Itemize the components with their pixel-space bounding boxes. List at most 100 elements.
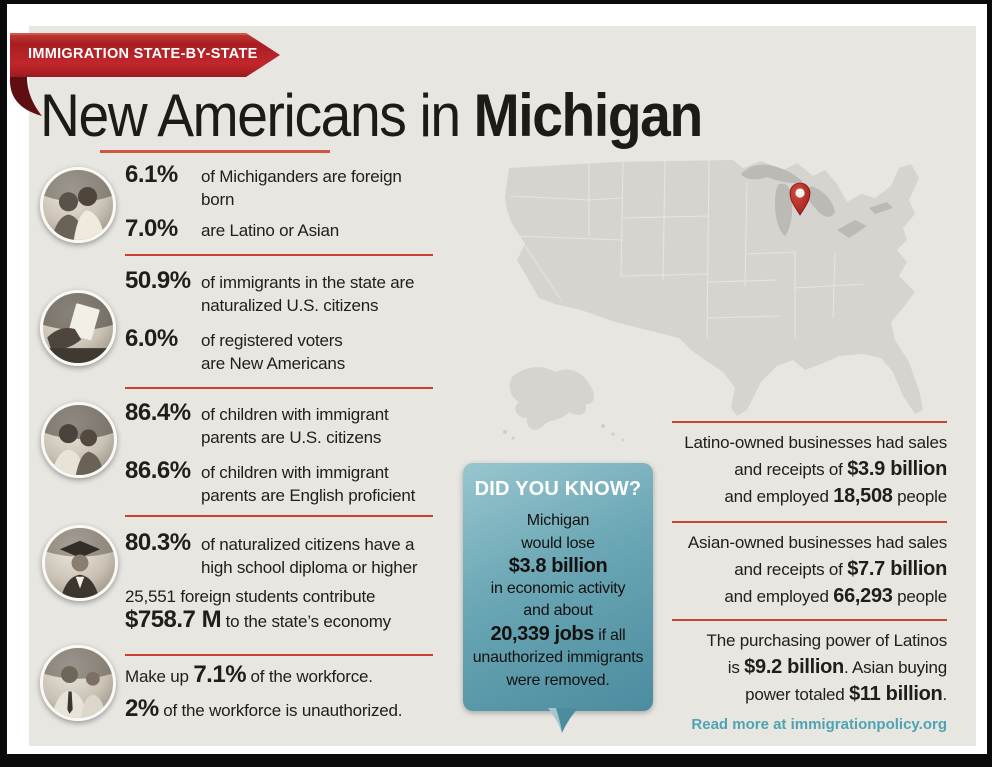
stat-value: 50.9%	[125, 267, 191, 294]
biz-text: and employed	[724, 587, 834, 606]
us-mainland	[505, 160, 923, 416]
stat-text: to the state’s economy	[221, 612, 392, 631]
divider	[125, 387, 433, 389]
dyk-highlight: $3.8 billion	[508, 555, 608, 577]
stat-diploma: 80.3% of naturalized citizens have a hig…	[125, 530, 417, 579]
stat-text-line: born	[201, 190, 235, 209]
stat-value: $758.7 M	[125, 606, 222, 633]
biz-text-line: and receipts of $7.7 billion	[650, 556, 947, 583]
divider	[672, 619, 947, 621]
biz-text-line: and employed 18,508 people	[650, 483, 947, 510]
biz-value: $9.2 billion	[744, 656, 844, 678]
biz-text: . Asian buying	[843, 658, 947, 677]
biz-text-line: power totaled $11 billion.	[650, 681, 947, 708]
asian-business-stat: Asian-owned businesses had sales and rec…	[650, 530, 947, 610]
divider	[125, 254, 433, 256]
stat-foreign-students: 25,551 foreign students contribute	[125, 587, 376, 606]
stat-value: 6.1%	[125, 161, 178, 188]
biz-text-line: Latino-owned businesses had sales	[684, 433, 947, 452]
ribbon-fold	[9, 77, 42, 116]
divider	[125, 654, 433, 656]
stat-latino-asian: 7.0% are Latino or Asian	[125, 216, 339, 242]
dyk-line: would lose	[521, 534, 595, 552]
stat-value: 7.1%	[193, 661, 247, 688]
biz-text-line: and employed 66,293 people	[650, 583, 947, 610]
stat-naturalized: 50.9% of immigrants in the state are nat…	[125, 268, 414, 317]
did-you-know-callout: DID YOU KNOW? Michigan would lose $3.8 b…	[463, 463, 653, 711]
stat-children-english: 86.6% of children with immigrant parents…	[125, 458, 415, 507]
ballot-photo	[40, 290, 116, 366]
biz-text-line: and receipts of $3.9 billion	[650, 456, 947, 483]
biz-text: people	[892, 487, 947, 506]
biz-text: is	[727, 658, 745, 677]
biz-value: 18,508	[833, 485, 893, 507]
biz-value: $11 billion	[849, 683, 943, 705]
stat-text-line: of immigrants in the state are	[201, 273, 415, 292]
biz-value: $7.7 billion	[847, 558, 947, 580]
us-map	[503, 159, 923, 442]
stat-text: of the workforce.	[246, 667, 373, 686]
stat-text-line: parents are English proficient	[201, 486, 416, 505]
biz-text: and employed	[724, 487, 834, 506]
couple-photo	[40, 167, 116, 243]
biz-text: and receipts of	[734, 560, 848, 579]
stat-value: 86.4%	[125, 399, 191, 426]
ribbon-band	[10, 33, 280, 77]
stat-text-line: are New Americans	[201, 354, 345, 373]
divider	[125, 515, 433, 517]
latino-business-stat: Latino-owned businesses had sales and re…	[650, 430, 947, 510]
dyk-line: in economic activity	[490, 579, 626, 597]
stat-economy: $758.7 M to the state’s economy	[125, 606, 391, 636]
dyk-line: unauthorized immigrants	[472, 649, 644, 666]
page-background	[7, 4, 987, 754]
stat-value: 6.0%	[125, 325, 178, 352]
biz-text-line: is $9.2 billion. Asian buying	[650, 654, 947, 681]
biz-text-line: The purchasing power of Latinos	[706, 631, 948, 650]
dyk-text: if all	[593, 626, 626, 644]
dyk-line: and about	[523, 602, 593, 619]
stat-text-line: of registered voters	[201, 331, 343, 350]
callout-tail	[548, 708, 578, 733]
stat-value: 86.6%	[125, 457, 191, 484]
biz-value: $3.9 billion	[847, 458, 947, 480]
stat-text: of the workforce is unauthorized.	[158, 701, 403, 720]
read-more-link[interactable]: Read more at immigrationpolicy.org	[691, 716, 947, 733]
biz-text: power totaled	[745, 685, 850, 704]
stat-text-line: parents are U.S. citizens	[201, 428, 382, 447]
ribbon-label: IMMIGRATION STATE-BY-STATE	[28, 46, 258, 62]
state-borders	[510, 159, 866, 339]
stat-text-line: of Michiganders are foreign	[201, 167, 402, 186]
alaska	[509, 367, 594, 430]
ribbon-banner	[9, 33, 280, 116]
purchasing-power-stat: The purchasing power of Latinos is $9.2 …	[650, 628, 948, 708]
dyk-line: Michigan	[526, 512, 590, 529]
title-state: Michigan	[473, 82, 704, 149]
stat-text-line: of children with immigrant	[201, 463, 389, 482]
biz-text-line: Asian-owned businesses had sales	[687, 533, 947, 552]
stat-text-line: of children with immigrant	[201, 405, 389, 424]
stat-value: 7.0%	[125, 215, 178, 242]
stat-value: 80.3%	[125, 529, 191, 556]
dyk-line: were removed.	[506, 671, 610, 689]
family-photo	[41, 402, 117, 478]
stat-foreign-born: 6.1% of Michiganders are foreign born	[125, 162, 402, 211]
stat-registered-voters: 6.0% of registered voters are New Americ…	[125, 326, 345, 375]
stat-text: Make up	[125, 667, 194, 686]
title-underline	[100, 150, 330, 153]
stat-unauthorized: 2% of the workforce is unauthorized.	[125, 695, 403, 725]
dyk-highlight: 20,339 jobs	[490, 622, 595, 645]
page-title: New Americans in Michigan	[40, 86, 703, 146]
stat-text-line: of naturalized citizens have a	[201, 535, 415, 554]
stat-text-line: naturalized U.S. citizens	[201, 296, 379, 315]
dyk-line: 20,339 jobs if all	[463, 623, 653, 648]
biz-text: and receipts of	[734, 460, 848, 479]
biz-text: people	[892, 587, 947, 606]
graduate-photo	[42, 525, 118, 601]
stat-value: 2%	[125, 695, 159, 722]
stat-text-line: high school diploma or higher	[201, 558, 418, 577]
did-you-know-heading: DID YOU KNOW?	[474, 478, 642, 500]
stat-children-citizens: 86.4% of children with immigrant parents…	[125, 400, 389, 449]
location-pin-icon	[789, 182, 811, 216]
biz-text: .	[942, 685, 947, 704]
